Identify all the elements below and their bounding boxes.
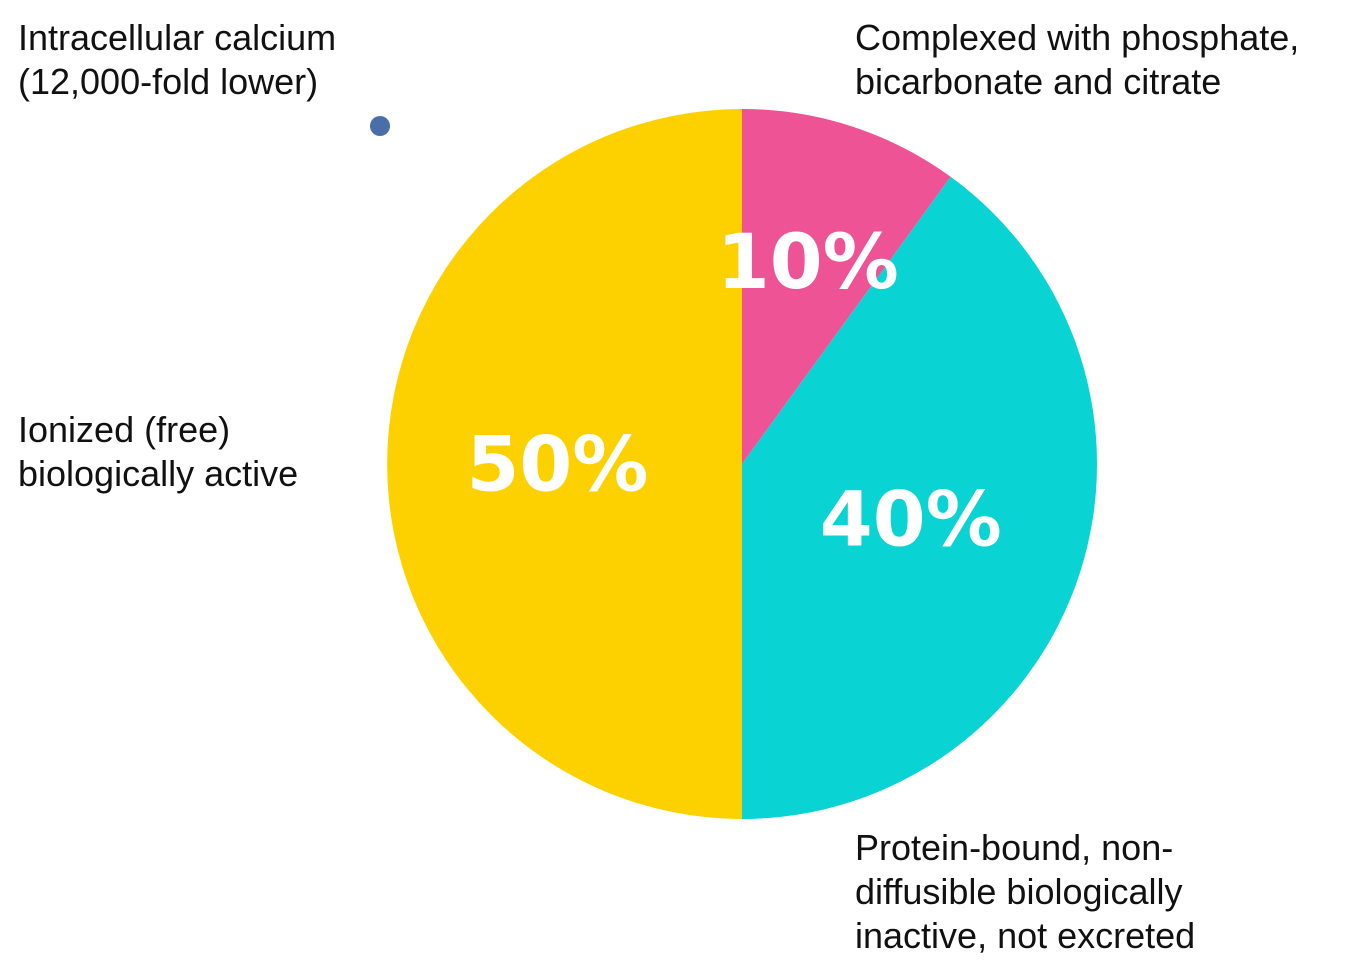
description-line: inactive, not excreted [855,915,1196,956]
slice-value-label-ionized: 50% [466,420,648,509]
slice-description-ionized: Ionized (free) biologically active [18,408,298,496]
slice-value-label-protein-bound: 40% [820,474,1002,563]
description-line: Ionized (free) [18,409,231,450]
description-line: diffusible biologically [855,871,1183,912]
slice-description-complexed: Complexed with phosphate, bicarbonate an… [855,16,1299,104]
pie-slice-ionized [387,109,742,819]
note-line: (12,000-fold lower) [18,61,319,102]
description-line: bicarbonate and citrate [855,61,1222,102]
note-line: Intracellular calcium [18,17,337,58]
description-line: Protein-bound, non- [855,827,1174,868]
pie-slice-protein-bound [742,176,1097,820]
description-line: Complexed with phosphate, [855,17,1300,58]
pie-slice-complexed [742,109,951,464]
intracellular-calcium-note: Intracellular calcium (12,000-fold lower… [18,16,336,104]
bullet-dot [370,116,390,136]
slice-description-protein-bound: Protein-bound, non- diffusible biologica… [855,826,1195,958]
slice-value-label-complexed: 10% [717,217,899,306]
description-line: biologically active [18,453,299,494]
